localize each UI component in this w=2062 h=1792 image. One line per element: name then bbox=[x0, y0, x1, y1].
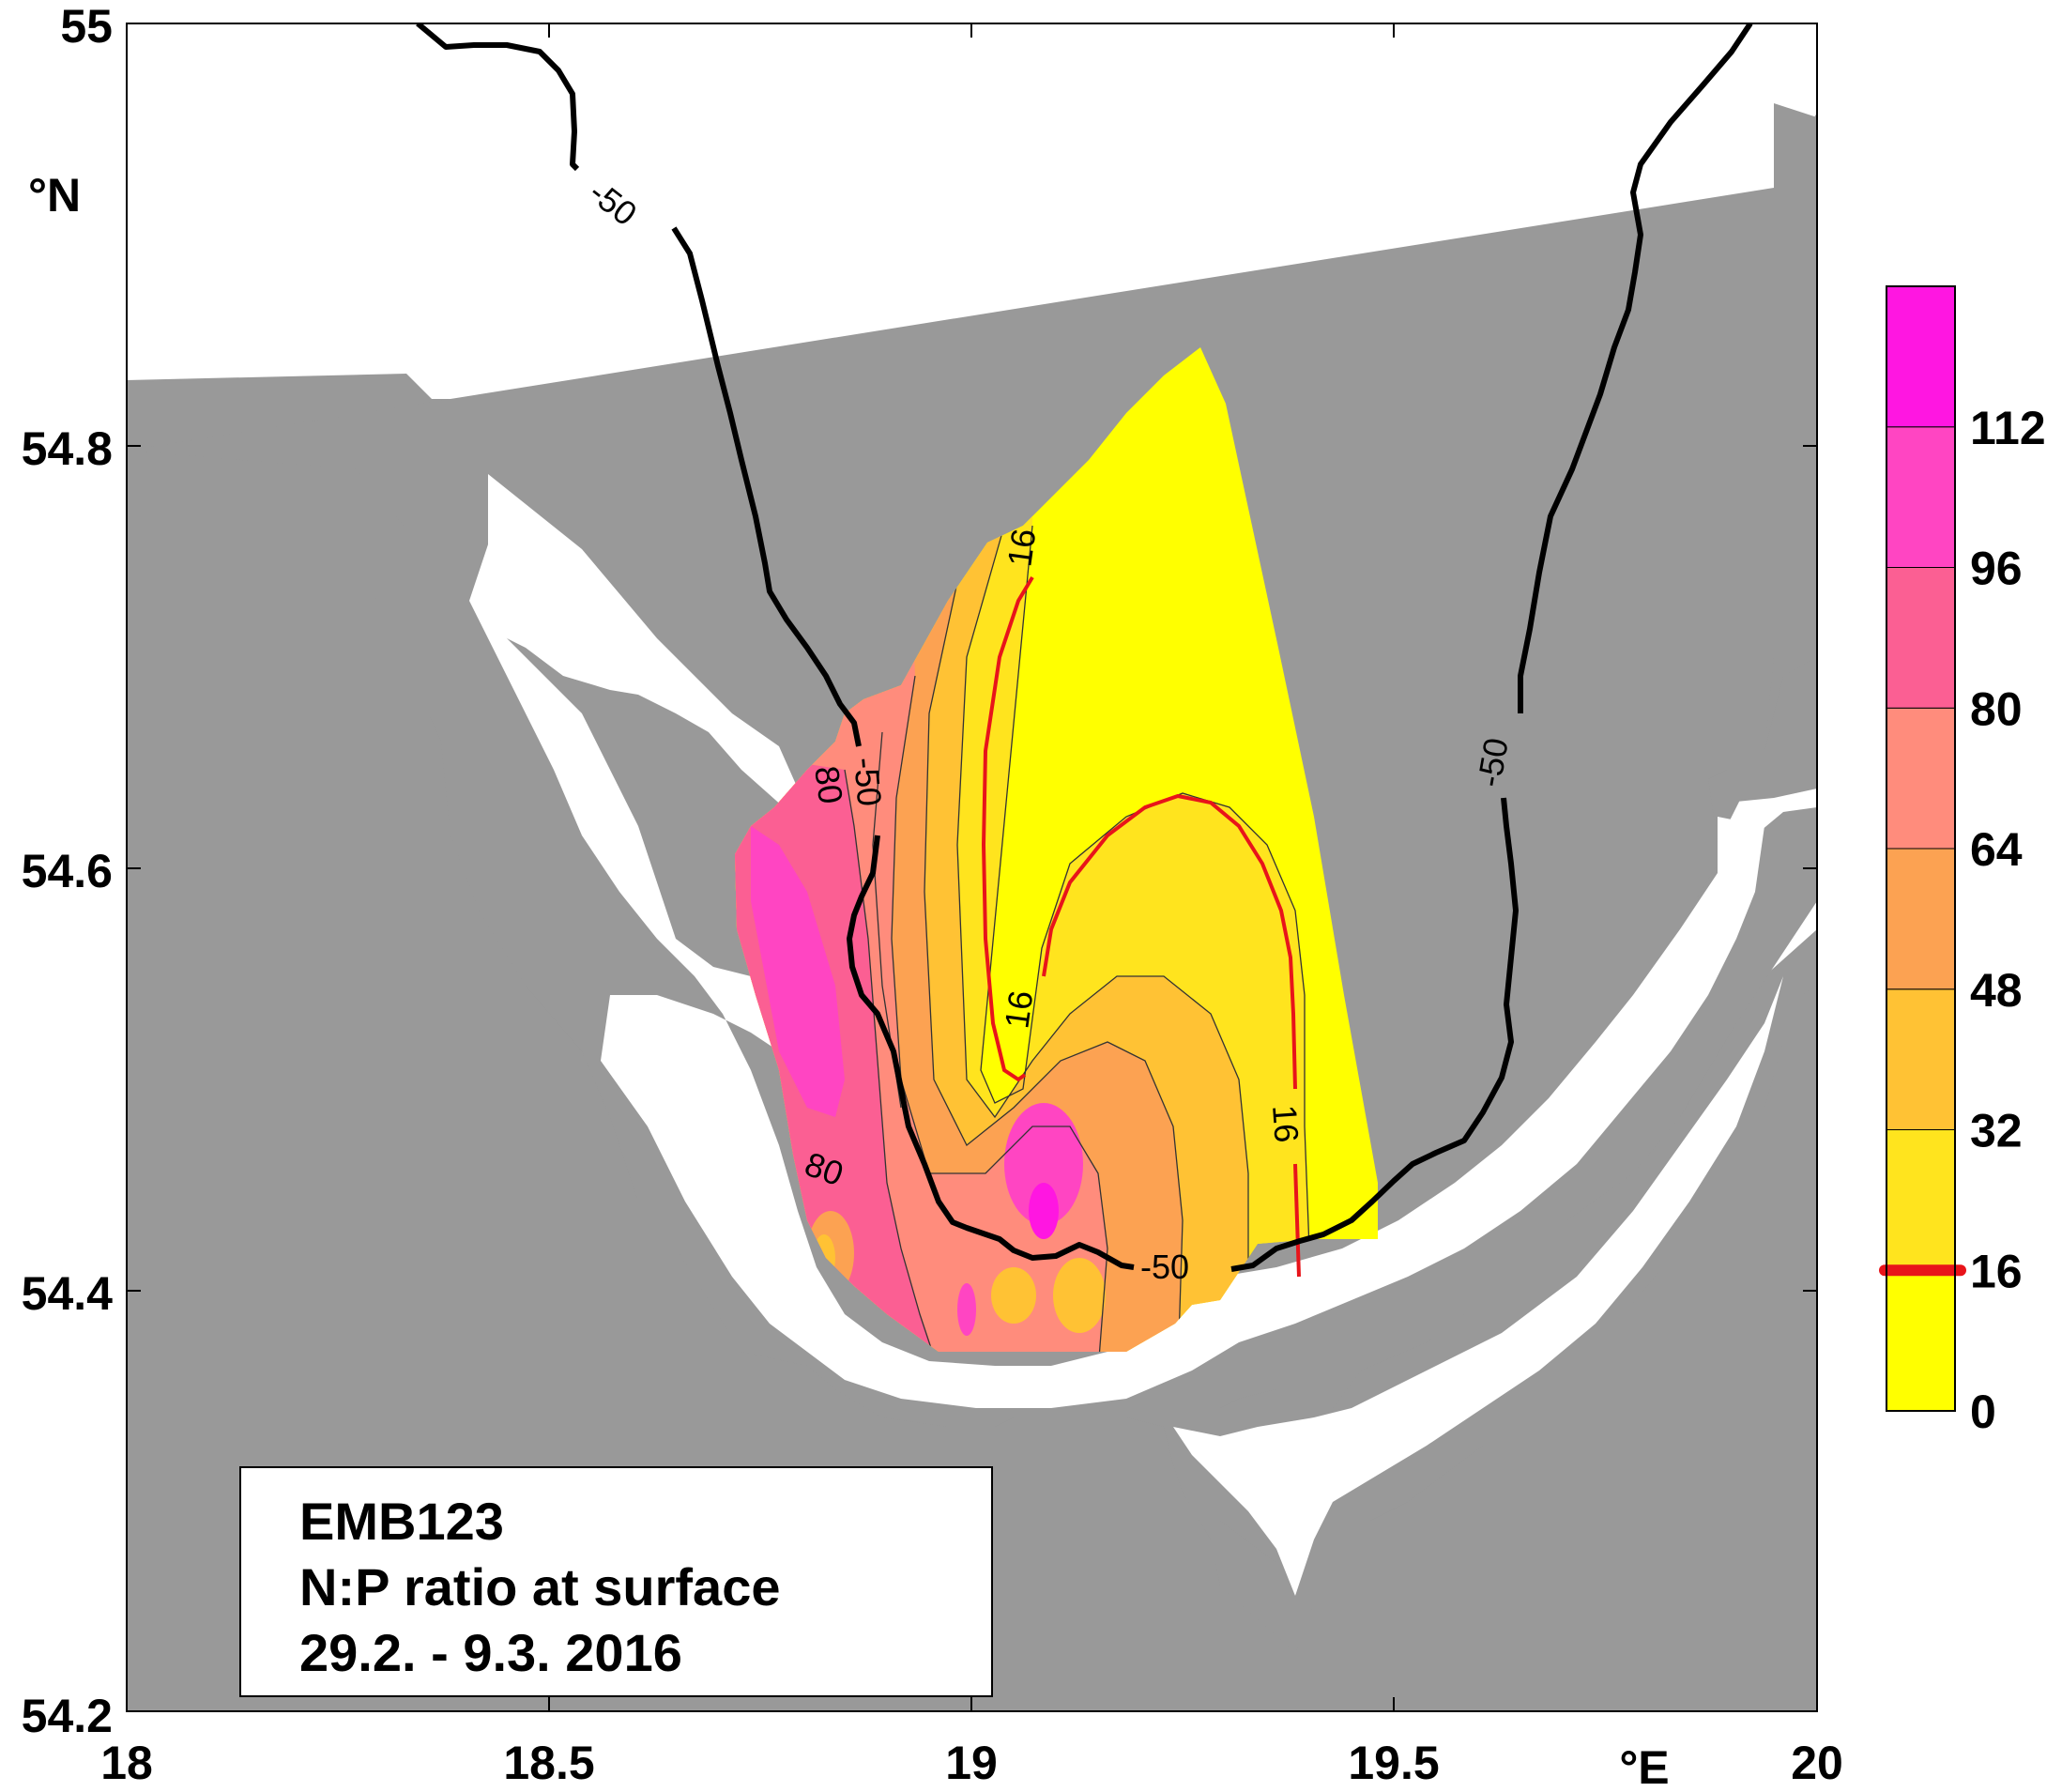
colorbar-frame bbox=[1886, 285, 1956, 1412]
np16-label-north: 16 bbox=[1000, 527, 1043, 569]
depth-label-east: -50 bbox=[1470, 735, 1516, 789]
colorbar-segment-32 bbox=[1886, 988, 1956, 1130]
lobe-yellow-2 bbox=[991, 1267, 1036, 1324]
axis-ticks bbox=[127, 23, 1817, 1711]
parameter-label: N:P ratio at surface bbox=[299, 1557, 781, 1616]
colorbar-segment-16 bbox=[1886, 1129, 1956, 1271]
plot-area: -50 -50 -50 -50 16 16 16 80 80 bbox=[127, 23, 1817, 1711]
colorbar-segment-0 bbox=[1886, 1269, 1956, 1412]
colorbar-label-0: 0 bbox=[1970, 1386, 1996, 1438]
redfield-16-contour bbox=[981, 575, 1301, 1278]
cruise-label: EMB123 bbox=[299, 1492, 504, 1551]
colorbar: 0 16 32 48 64 80 96 112 bbox=[1879, 285, 2046, 1438]
colorbar-segment-112 bbox=[1886, 285, 1956, 428]
lon-unit-label: °E bbox=[1619, 1741, 1669, 1792]
depth-50-contour bbox=[416, 23, 1753, 1272]
hotspot-core bbox=[1029, 1183, 1059, 1239]
colorbar-label-64: 64 bbox=[1970, 823, 2023, 876]
lon-tick-19: 19 bbox=[945, 1737, 998, 1789]
colorbar-label-96: 96 bbox=[1970, 543, 2023, 595]
colorbar-segment-80 bbox=[1886, 567, 1956, 709]
colorbar-segment-48 bbox=[1886, 848, 1956, 990]
depth-label-mid: -50 bbox=[847, 756, 889, 807]
lon-tick-18: 18 bbox=[100, 1737, 153, 1789]
lat-tick-54-4: 54.4 bbox=[22, 1267, 114, 1320]
colorbar-segment-96 bbox=[1886, 426, 1956, 568]
lon-tick-18-5: 18.5 bbox=[503, 1737, 594, 1789]
colorbar-label-112: 112 bbox=[1970, 402, 2046, 454]
np80-label-north: 80 bbox=[807, 763, 850, 805]
lat-tick-labels: 55 54.8 54.6 54.4 54.2 °N bbox=[22, 0, 114, 1742]
colorbar-label-80: 80 bbox=[1970, 682, 2023, 735]
lat-tick-54-6: 54.6 bbox=[22, 845, 113, 897]
lat-tick-54-8: 54.8 bbox=[22, 422, 113, 475]
np16-label-west: 16 bbox=[997, 988, 1040, 1031]
lon-tick-19-5: 19.5 bbox=[1348, 1737, 1439, 1789]
colorbar-label-16: 16 bbox=[1970, 1245, 2023, 1297]
lobe-pink-small bbox=[957, 1283, 976, 1336]
colorbar-segment-64 bbox=[1886, 707, 1956, 850]
lat-tick-55: 55 bbox=[60, 0, 113, 53]
period-label: 29.2. - 9.3. 2016 bbox=[299, 1623, 682, 1682]
land-west-lowlands bbox=[127, 399, 1817, 1711]
lon-tick-20: 20 bbox=[1791, 1737, 1843, 1789]
np16-label-east: 16 bbox=[1265, 1104, 1306, 1144]
lon-tick-labels: 18 18.5 19 19.5 20 °E bbox=[100, 1737, 1843, 1792]
lat-unit-label: °N bbox=[28, 169, 81, 222]
lat-tick-54-2: 54.2 bbox=[22, 1690, 113, 1742]
water-channels bbox=[469, 474, 1783, 1596]
info-box: EMB123 N:P ratio at surface 29.2. - 9.3.… bbox=[239, 1466, 993, 1697]
depth-label-south: -50 bbox=[1140, 1248, 1189, 1286]
colorbar-label-48: 48 bbox=[1970, 964, 2023, 1017]
band-96-112 bbox=[751, 826, 845, 1117]
colorbar-label-32: 32 bbox=[1970, 1105, 2023, 1157]
hotspot-pink bbox=[1004, 1103, 1083, 1225]
lobe-yellow-1 bbox=[1053, 1258, 1106, 1333]
